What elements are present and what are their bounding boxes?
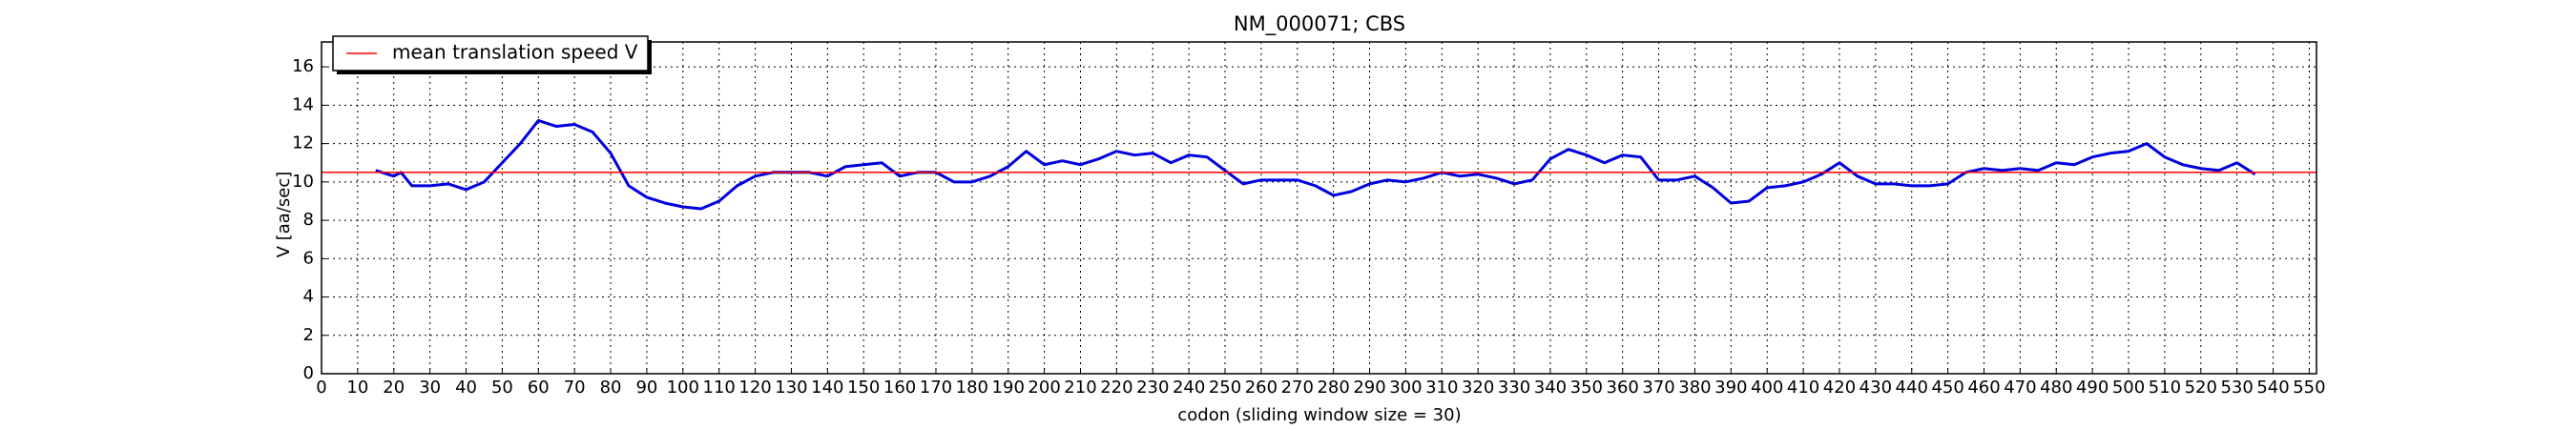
x-tick-label: 460 [1967, 378, 2000, 398]
x-tick-label: 410 [1787, 378, 1819, 398]
x-tick-label: 220 [1100, 378, 1132, 398]
x-tick-label: 340 [1534, 378, 1567, 398]
x-tick-label: 100 [667, 378, 699, 398]
x-tick-label: 130 [775, 378, 807, 398]
x-tick-label: 70 [564, 378, 586, 398]
x-tick-label: 400 [1751, 378, 1783, 398]
plot-frame [321, 41, 2317, 375]
x-tick-label: 90 [635, 378, 657, 398]
x-tick-label: 160 [883, 378, 916, 398]
x-tick-label: 300 [1389, 378, 1422, 398]
x-tick-label: 540 [2256, 378, 2289, 398]
x-tick-label: 510 [2149, 378, 2181, 398]
x-tick-label: 420 [1823, 378, 1856, 398]
x-tick-label: 450 [1931, 378, 1963, 398]
x-tick-label: 370 [1642, 378, 1674, 398]
x-tick-label: 250 [1209, 378, 1241, 398]
x-tick-label: 140 [811, 378, 843, 398]
x-tick-label: 60 [528, 378, 550, 398]
y-tick-label: 4 [303, 287, 314, 307]
y-tick-label: 14 [292, 94, 314, 114]
x-tick-label: 10 [346, 378, 368, 398]
x-tick-label: 490 [2076, 378, 2109, 398]
x-tick-label: 260 [1245, 378, 1278, 398]
y-tick-label: 16 [292, 56, 314, 76]
x-tick-label: 280 [1317, 378, 1349, 398]
x-tick-label: 50 [491, 378, 513, 398]
x-tick-label: 440 [1896, 378, 1928, 398]
x-tick-label: 470 [2004, 378, 2036, 398]
x-tick-label: 310 [1425, 378, 1458, 398]
x-tick-label: 330 [1498, 378, 1530, 398]
x-tick-label: 0 [316, 378, 326, 398]
x-tick-label: 40 [455, 378, 477, 398]
x-tick-label: 200 [1028, 378, 1060, 398]
legend-label: mean translation speed V [392, 41, 638, 64]
x-tick-label: 170 [920, 378, 952, 398]
x-tick-label: 80 [600, 378, 622, 398]
x-tick-label: 240 [1173, 378, 1205, 398]
x-tick-label: 180 [956, 378, 988, 398]
x-tick-label: 380 [1678, 378, 1711, 398]
x-tick-label: 270 [1281, 378, 1314, 398]
x-tick-label: 150 [847, 378, 880, 398]
y-tick-label: 0 [303, 363, 314, 383]
x-tick-label: 210 [1064, 378, 1096, 398]
x-tick-label: 230 [1136, 378, 1169, 398]
x-tick-label: 190 [992, 378, 1025, 398]
x-tick-label: 320 [1462, 378, 1494, 398]
y-tick-label: 2 [303, 325, 314, 345]
x-tick-label: 20 [383, 378, 405, 398]
y-tick-label: 8 [303, 210, 314, 230]
x-axis-label: codon (sliding window size = 30) [1177, 405, 1461, 425]
x-tick-label: 290 [1353, 378, 1385, 398]
x-tick-label: 430 [1859, 378, 1892, 398]
y-tick-label: 6 [303, 248, 314, 268]
x-tick-label: 480 [2040, 378, 2072, 398]
x-tick-label: 110 [703, 378, 736, 398]
x-tick-label: 360 [1607, 378, 1639, 398]
data-line [375, 118, 2256, 211]
x-tick-label: 120 [738, 378, 771, 398]
x-tick-label: 390 [1714, 378, 1747, 398]
x-tick-label: 350 [1570, 378, 1603, 398]
x-tick-label: 530 [2220, 378, 2253, 398]
x-tick-label: 30 [419, 378, 441, 398]
x-tick-label: 550 [2293, 378, 2325, 398]
x-tick-label: 500 [2112, 378, 2145, 398]
y-axis-label: V [aa/sec] [274, 172, 294, 258]
chart-title: NM_000071; CBS [1234, 12, 1405, 36]
x-tick-label: 520 [2185, 378, 2217, 398]
y-tick-label: 10 [292, 172, 314, 192]
y-tick-label: 12 [292, 133, 314, 153]
legend-box [332, 35, 649, 72]
